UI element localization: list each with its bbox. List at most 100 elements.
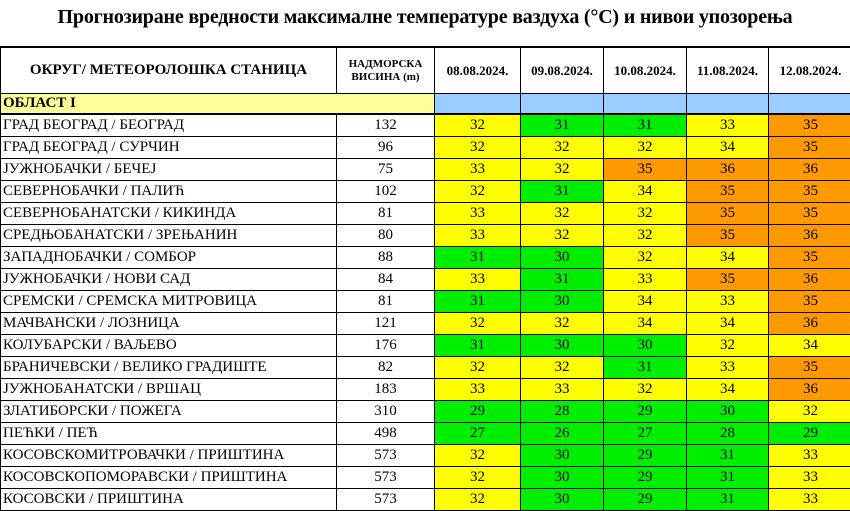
date-column-header: 10.08.2024. [604,47,687,94]
temperature-cell: 30 [521,445,604,467]
temperature-cell: 29 [604,489,687,511]
page-title: Прогнозиране вредности максималне темпер… [0,6,850,29]
temperature-cell: 32 [521,137,604,159]
date-column-header: 11.08.2024. [687,47,769,94]
temperature-cell: 36 [769,379,850,401]
temperature-cell: 29 [769,423,850,445]
temperature-cell: 35 [769,114,850,137]
temperature-cell: 33 [435,379,521,401]
station-name: ГРАД БЕОГРАД / СУРЧИН [1,137,337,159]
temperature-cell: 34 [604,313,687,335]
altitude-value: 82 [337,357,435,379]
temperature-cell: 34 [687,137,769,159]
temperature-cell: 31 [604,357,687,379]
station-name: ЗАПАДНОБАЧКИ / СОМБОР [1,247,337,269]
altitude-value: 498 [337,423,435,445]
temperature-cell: 32 [604,203,687,225]
altitude-value: 88 [337,247,435,269]
temperature-cell: 30 [687,401,769,423]
temperature-cell: 35 [769,291,850,313]
temperature-cell: 34 [769,335,850,357]
temperature-cell: 28 [687,423,769,445]
temperature-cell: 32 [521,159,604,181]
region-date-cell [435,94,521,115]
temperature-cell: 33 [769,489,850,511]
temperature-cell: 32 [604,379,687,401]
date-column-header: 09.08.2024. [521,47,604,94]
temperature-cell: 32 [687,335,769,357]
temperature-cell: 30 [521,291,604,313]
temperature-cell: 35 [687,269,769,291]
temperature-cell: 32 [521,357,604,379]
temperature-cell: 35 [769,203,850,225]
temperature-cell: 33 [435,203,521,225]
temperature-cell: 32 [435,489,521,511]
station-name: КОСОВСКОПОМОРАВСКИ / ПРИШТИНА [1,467,337,489]
temperature-cell: 32 [435,313,521,335]
temperature-cell: 33 [435,225,521,247]
station-name: ЈУЖНОБАЧКИ / НОВИ САД [1,269,337,291]
station-name: СРЕМСКИ / СРЕМСКА МИТРОВИЦА [1,291,337,313]
temperature-cell: 35 [687,181,769,203]
temperature-cell: 34 [687,247,769,269]
temperature-forecast-table: ОКРУГ/ МЕТЕОРОЛОШКА СТАНИЦА НАДМОРСКА ВИ… [0,46,850,511]
temperature-cell: 32 [435,445,521,467]
station-name: КОСОВСКОМИТРОВАЧКИ / ПРИШТИНА [1,445,337,467]
station-name: СРЕДЊОБАНАТСКИ / ЗРЕЊАНИН [1,225,337,247]
temperature-cell: 31 [521,181,604,203]
temperature-cell: 36 [687,159,769,181]
altitude-value: 121 [337,313,435,335]
header-row: ОКРУГ/ МЕТЕОРОЛОШКА СТАНИЦА НАДМОРСКА ВИ… [1,47,850,94]
temperature-cell: 29 [604,401,687,423]
temperature-cell: 35 [769,137,850,159]
temperature-cell: 29 [435,401,521,423]
temperature-cell: 27 [604,423,687,445]
date-column-header: 08.08.2024. [435,47,521,94]
temperature-cell: 31 [435,335,521,357]
altitude-column-header: НАДМОРСКА ВИСИНА (m) [337,47,435,94]
region-date-cell [521,94,604,115]
temperature-cell: 30 [521,247,604,269]
temperature-cell: 33 [769,445,850,467]
temperature-cell: 32 [521,313,604,335]
temperature-cell: 31 [604,114,687,137]
date-column-header: 12.08.2024. [769,47,850,94]
temperature-cell: 35 [687,203,769,225]
altitude-value: 96 [337,137,435,159]
temperature-cell: 29 [604,467,687,489]
altitude-value: 80 [337,225,435,247]
altitude-value: 84 [337,269,435,291]
temperature-cell: 33 [687,357,769,379]
altitude-value: 81 [337,203,435,225]
temperature-cell: 27 [435,423,521,445]
temperature-cell: 31 [435,247,521,269]
station-name: ЈУЖНОБАЧКИ / БЕЧЕЈ [1,159,337,181]
station-name: КОЛУБАРСКИ / ВАЉЕВО [1,335,337,357]
station-name: КОСОВСКИ / ПРИШТИНА [1,489,337,511]
temperature-cell: 30 [521,467,604,489]
altitude-value: 102 [337,181,435,203]
temperature-cell: 32 [435,137,521,159]
altitude-value: 183 [337,379,435,401]
temperature-cell: 31 [687,489,769,511]
temperature-cell: 33 [435,269,521,291]
temperature-cell: 32 [435,181,521,203]
altitude-value: 310 [337,401,435,423]
altitude-value: 176 [337,335,435,357]
region-row: ОБЛАСТ I [1,94,850,115]
temperature-cell: 32 [604,137,687,159]
temperature-cell: 30 [521,335,604,357]
temperature-cell: 32 [435,357,521,379]
temperature-cell: 34 [604,291,687,313]
temperature-cell: 36 [769,269,850,291]
temperature-cell: 35 [769,181,850,203]
